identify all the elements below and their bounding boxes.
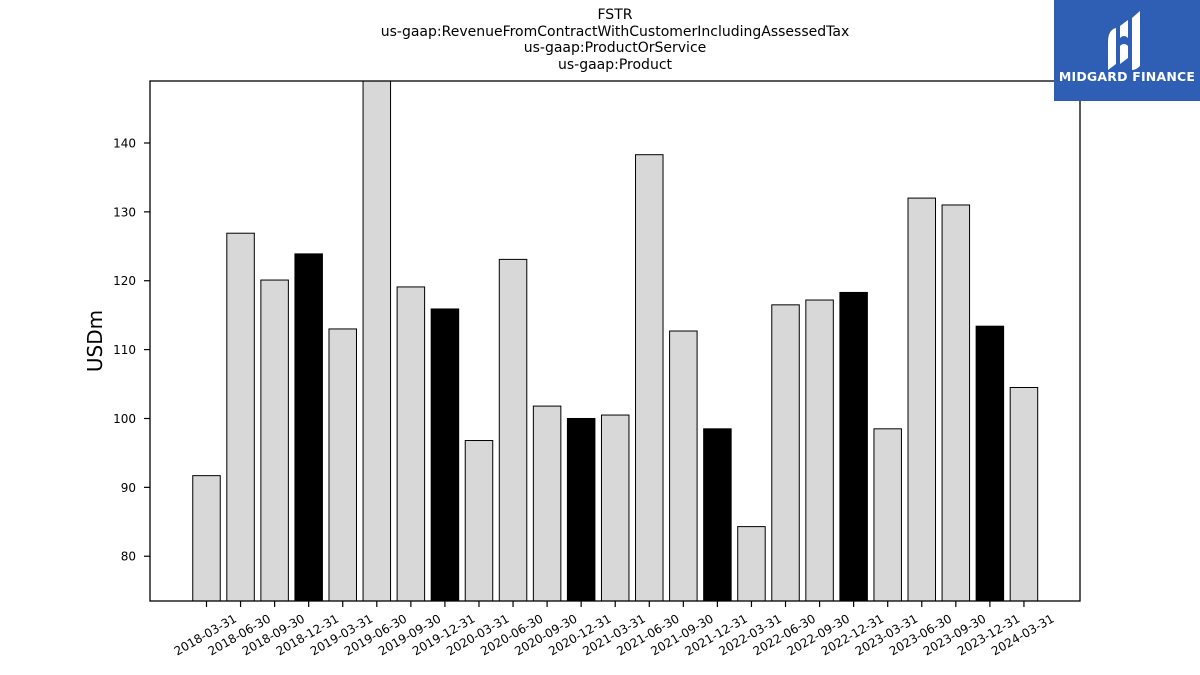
bar-2019-06-30: [362, 80, 392, 602]
bar-2020-03-31: [464, 440, 494, 602]
bar-2022-03-31: [737, 526, 766, 602]
y-tick-label: 130: [113, 205, 136, 219]
bar-2023-03-31: [873, 428, 902, 602]
y-axis: 80 90 100 110 120 130 140: [113, 136, 150, 564]
bar-2021-09-30: [669, 330, 698, 602]
chart-title-line-1: FSTR: [597, 7, 633, 23]
bar-2021-06-30: [635, 154, 664, 602]
bar-2018-06-30: [226, 232, 255, 602]
y-tick-label: 80: [121, 550, 136, 564]
bars-group: [192, 80, 1039, 602]
bar-2022-09-30: [805, 299, 834, 602]
y-axis-label: USDm: [83, 310, 107, 372]
midgard-finance-logo: MIDGARD FINANCE: [1054, 0, 1200, 101]
bar-2019-12-31: [430, 308, 460, 602]
chart-title-line-4: us-gaap:Product: [557, 56, 673, 73]
chart-title: FSTR us-gaap:RevenueFromContractWithCust…: [150, 7, 1080, 73]
bar-2023-06-30: [907, 197, 937, 602]
x-axis: 2018-03-312018-06-302018-09-302018-12-31…: [172, 601, 1056, 658]
chart-title-line-2: us-gaap:RevenueFromContractWithCustomerI…: [380, 23, 850, 40]
bar-2018-12-31: [294, 253, 323, 602]
bar-2020-09-30: [532, 405, 562, 602]
bar-2020-06-30: [498, 258, 528, 602]
bar-2019-03-31: [328, 328, 357, 602]
bar-2018-03-31: [192, 475, 221, 602]
bar-2023-09-30: [941, 204, 971, 602]
bar-2022-12-31: [839, 291, 868, 602]
bar-2021-12-31: [703, 428, 732, 602]
y-tick-label: 120: [113, 274, 136, 288]
bar-2022-06-30: [771, 304, 800, 602]
y-tick-label: 110: [113, 343, 136, 357]
chart-title-line-3: us-gaap:ProductOrService: [523, 40, 707, 56]
bar-2020-12-31: [566, 417, 596, 602]
bar-2023-12-31: [975, 325, 1005, 602]
bar-2018-09-30: [260, 279, 289, 602]
bar-2021-03-31: [600, 414, 630, 602]
bar-2019-09-30: [396, 286, 426, 602]
bar-2024-03-31: [1009, 386, 1039, 602]
logo-text: MIDGARD FINANCE: [1058, 69, 1196, 84]
y-tick-label: 90: [121, 481, 136, 495]
y-tick-label: 100: [113, 412, 136, 426]
midgard-logo-icon: [1108, 11, 1140, 70]
y-tick-label: 140: [113, 136, 136, 150]
